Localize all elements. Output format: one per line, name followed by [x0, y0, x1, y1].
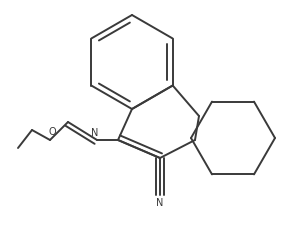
Text: N: N [156, 198, 164, 208]
Text: N: N [91, 128, 99, 138]
Text: O: O [48, 127, 56, 137]
